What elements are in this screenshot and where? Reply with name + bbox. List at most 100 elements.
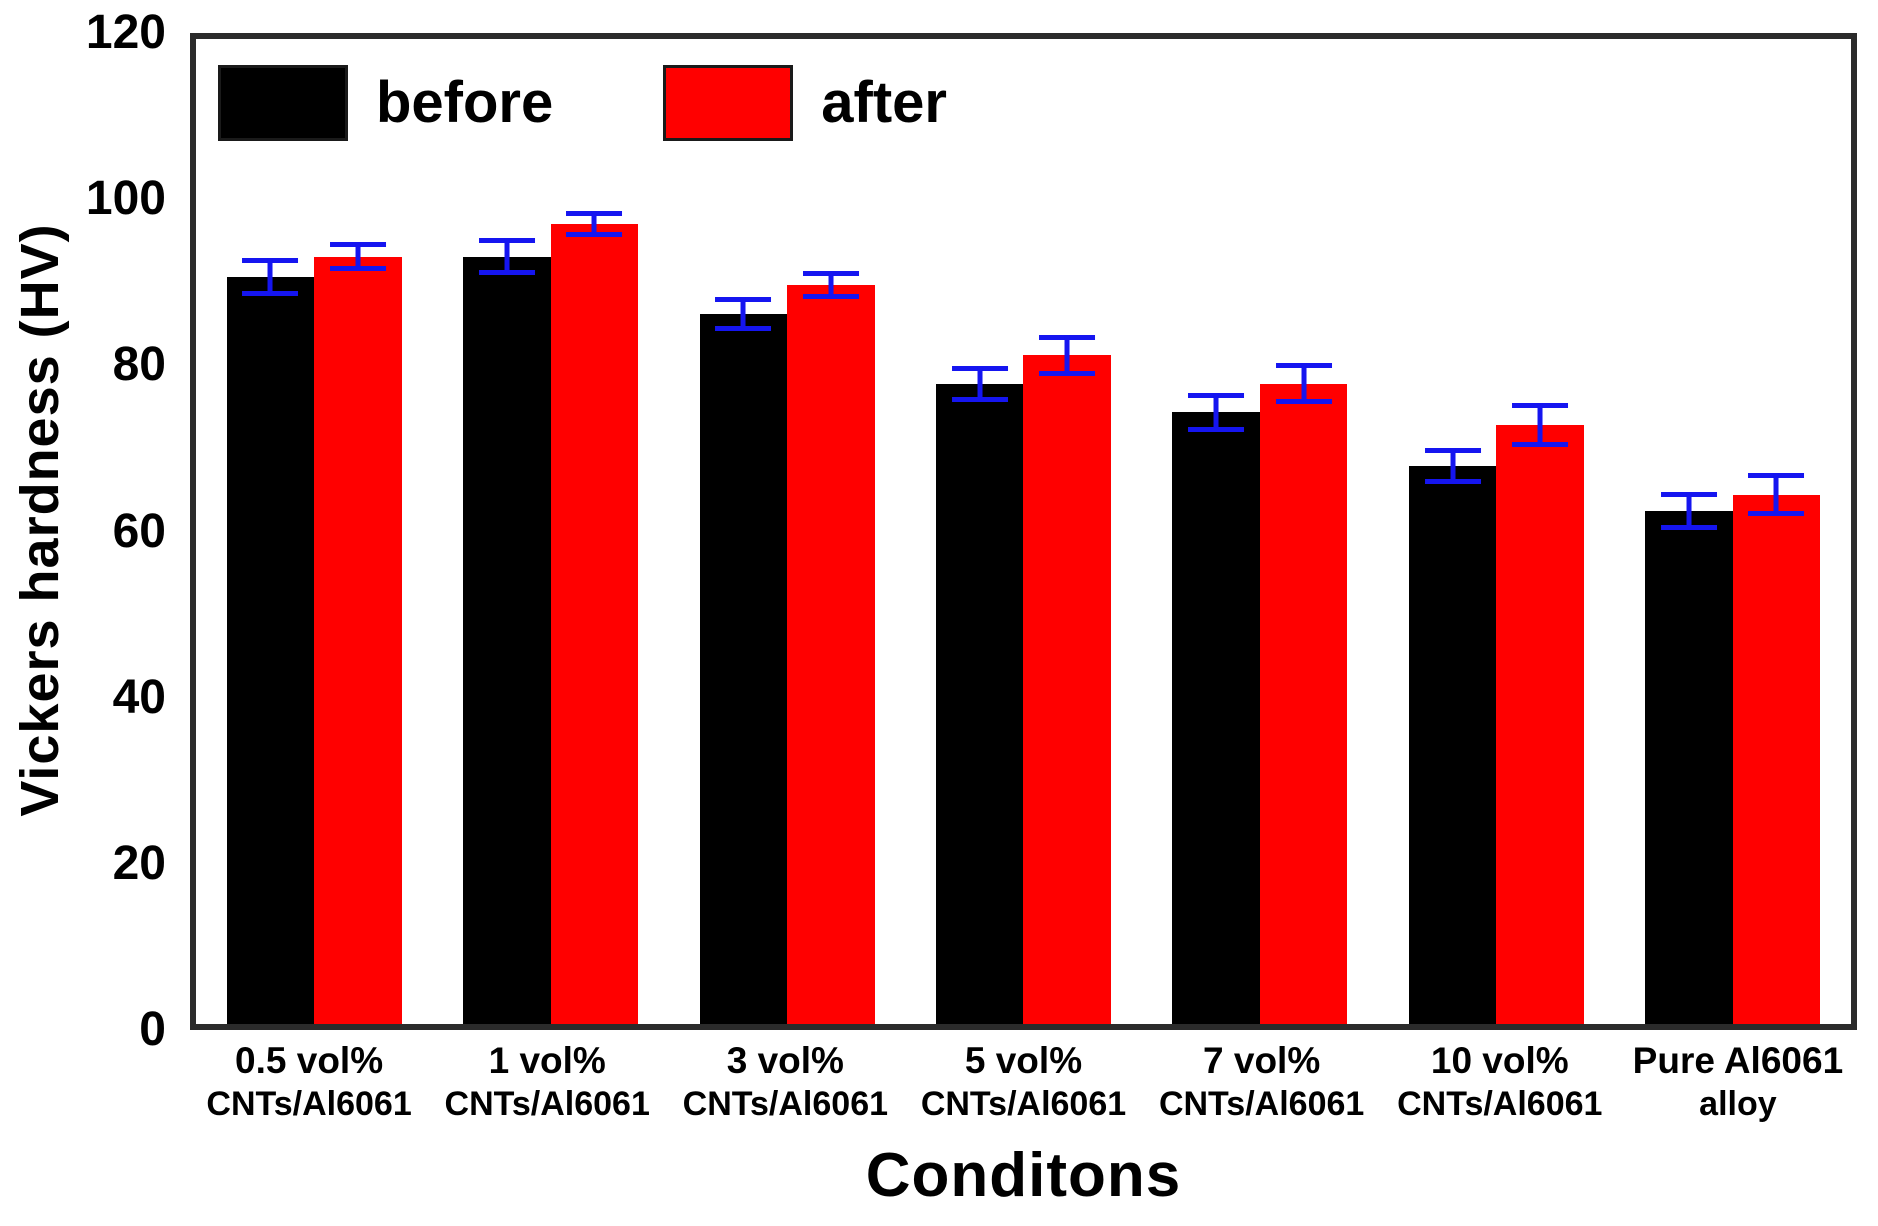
bar-slot-before-7 xyxy=(1645,39,1733,1024)
error-bar-before-4 xyxy=(951,365,1008,402)
x-tick-line1: 1 vol% xyxy=(488,1040,606,1081)
bar-slot-before-2 xyxy=(463,39,551,1024)
x-tick-label-4: 5 vol% CNTs/Al6061 xyxy=(904,1040,1142,1125)
error-bar-stem xyxy=(1064,334,1070,376)
bar-slot-after-5 xyxy=(1259,39,1348,1024)
bar-before-4 xyxy=(936,383,1024,1024)
legend-label-after: after xyxy=(821,70,947,135)
bar-group-1 xyxy=(196,39,432,1024)
legend-swatch-after xyxy=(663,65,794,141)
bar-before-6 xyxy=(1408,465,1497,1024)
x-tick-label-1: 0.5 vol% CNTs/Al6061 xyxy=(190,1040,428,1125)
x-tick-label-3: 3 vol% CNTs/Al6061 xyxy=(666,1040,904,1125)
error-bar-stem xyxy=(740,296,746,332)
error-bar-stem xyxy=(591,210,597,237)
error-bar-cap-bottom xyxy=(802,294,859,300)
bar-after-5 xyxy=(1259,383,1348,1024)
error-bar-stem xyxy=(1537,402,1543,447)
bar-before-1 xyxy=(226,277,315,1024)
error-bar-stem xyxy=(1301,363,1307,405)
x-axis-title: Conditons xyxy=(865,1141,1182,1210)
bar-slot-after-3 xyxy=(787,39,875,1024)
bar-group-6 xyxy=(1378,39,1614,1024)
error-bar-cap-bottom xyxy=(1424,478,1481,484)
error-bar-after-4 xyxy=(1039,334,1096,376)
error-bar-cap-bottom xyxy=(1661,524,1717,530)
bar-slot-after-1 xyxy=(314,39,402,1024)
bar-before-5 xyxy=(1172,412,1260,1024)
legend-item-before: before xyxy=(218,65,553,141)
legend-swatch-before xyxy=(218,65,348,141)
error-bar-before-3 xyxy=(715,296,772,332)
error-bar-stem xyxy=(355,241,361,272)
error-bar-stem xyxy=(977,365,983,402)
x-tick-line1: 0.5 vol% xyxy=(235,1040,384,1081)
bar-before-7 xyxy=(1645,510,1733,1024)
error-bar-after-7 xyxy=(1748,473,1805,516)
bar-after-6 xyxy=(1496,424,1584,1024)
error-bar-stem xyxy=(1213,392,1219,433)
x-tick-line1: 3 vol% xyxy=(726,1040,844,1081)
bar-before-3 xyxy=(699,313,788,1024)
x-tick-label-6: 10 vol% CNTs/Al6061 xyxy=(1381,1040,1619,1125)
error-bar-after-3 xyxy=(802,271,859,300)
bar-after-1 xyxy=(314,256,402,1024)
error-bar-stem xyxy=(1773,473,1779,516)
x-tick-line2: CNTs/Al6061 xyxy=(682,1084,889,1123)
error-bar-cap-bottom xyxy=(329,266,386,272)
legend: before after xyxy=(218,65,947,141)
error-bar-cap-bottom xyxy=(242,290,299,296)
error-bar-cap-bottom xyxy=(1039,370,1096,376)
bar-after-2 xyxy=(550,223,639,1024)
error-bar-after-1 xyxy=(329,241,386,272)
bar-slot-after-4 xyxy=(1023,39,1111,1024)
bar-group-7 xyxy=(1615,39,1851,1024)
y-tick-label-60: 60 xyxy=(112,504,166,558)
legend-label-before: before xyxy=(376,70,554,135)
bar-slot-before-1 xyxy=(226,39,315,1024)
bar-before-2 xyxy=(463,256,551,1024)
error-bar-cap-bottom xyxy=(566,231,623,237)
x-tick-line1: 7 vol% xyxy=(1203,1040,1321,1081)
x-tick-label-7: Pure Al6061 alloy xyxy=(1619,1040,1857,1125)
error-bar-after-5 xyxy=(1275,363,1332,405)
error-bar-before-5 xyxy=(1188,392,1245,433)
legend-item-after: after xyxy=(663,65,947,141)
error-bar-cap-bottom xyxy=(1512,441,1569,447)
x-tick-line2: CNTs/Al6061 xyxy=(444,1084,650,1123)
error-bar-before-7 xyxy=(1661,492,1717,530)
error-bar-before-6 xyxy=(1424,447,1481,484)
y-tick-label-40: 40 xyxy=(112,670,166,724)
y-tick-label-0: 0 xyxy=(139,1003,166,1056)
error-bar-cap-bottom xyxy=(951,396,1008,402)
error-bar-stem xyxy=(1686,492,1692,530)
x-tick-line2: CNTs/Al6061 xyxy=(1397,1084,1603,1123)
error-bar-after-2 xyxy=(566,210,623,237)
bar-group-5 xyxy=(1142,39,1378,1024)
bar-after-7 xyxy=(1732,494,1821,1024)
error-bar-cap-bottom xyxy=(478,269,535,275)
x-axis-tick-labels: 0.5 vol% CNTs/Al6061 1 vol% CNTs/Al6061 3 vo… xyxy=(190,1040,1857,1125)
bar-group-4 xyxy=(905,39,1141,1024)
x-tick-line2: CNTs/Al6061 xyxy=(920,1084,1127,1123)
bar-slot-before-3 xyxy=(699,39,788,1024)
x-tick-line2: CNTs/Al6061 xyxy=(206,1084,412,1123)
error-bar-stem xyxy=(267,258,273,296)
error-bar-after-6 xyxy=(1512,402,1569,447)
x-tick-line2: alloy xyxy=(1699,1084,1777,1123)
x-tick-line1: Pure Al6061 xyxy=(1632,1040,1844,1081)
plot-area: before after xyxy=(190,33,1857,1030)
x-tick-line1: 10 vol% xyxy=(1430,1040,1569,1081)
y-axis-ticks: 0 20 40 60 80 100 120 xyxy=(0,9,180,1054)
y-tick-label-80: 80 xyxy=(112,338,166,392)
error-bar-stem xyxy=(1450,447,1456,484)
error-bar-stem xyxy=(828,271,834,300)
bar-after-3 xyxy=(787,285,875,1024)
bar-slot-before-4 xyxy=(936,39,1024,1024)
bar-slot-before-6 xyxy=(1408,39,1497,1024)
error-bar-cap-bottom xyxy=(1748,510,1805,516)
bar-after-4 xyxy=(1023,355,1111,1024)
error-bar-cap-bottom xyxy=(1275,399,1332,405)
bar-slot-after-7 xyxy=(1732,39,1821,1024)
